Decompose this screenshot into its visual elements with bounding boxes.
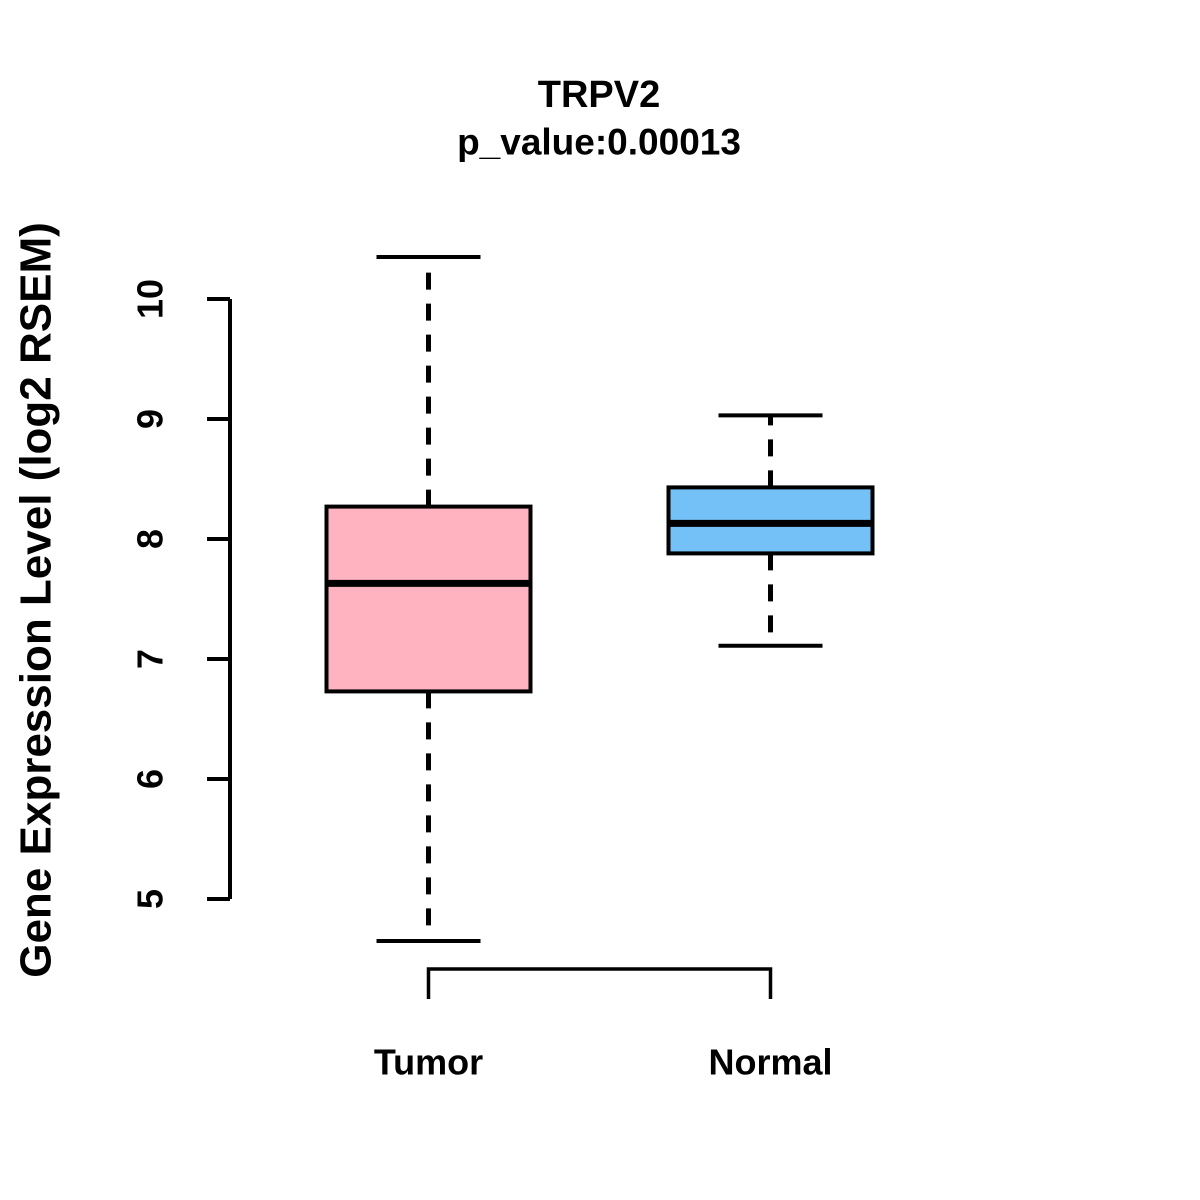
box-tumor	[324, 504, 533, 694]
chart-layer: 5 6 7 8 9 10 Tumor Normal	[130, 255, 875, 1083]
y-tick-label: 6	[130, 769, 171, 789]
chart-subtitle: p_value:0.00013	[457, 122, 741, 163]
y-tick-label: 7	[130, 649, 171, 669]
x-axis-bracket	[426, 967, 773, 999]
y-axis-label: Gene Expression Level (log2 RSEM)	[12, 222, 61, 978]
chart-title: TRPV2	[538, 74, 660, 116]
y-tick-label: 9	[130, 409, 171, 429]
y-tick-label: 8	[130, 529, 171, 549]
y-tick-label: 10	[130, 279, 171, 319]
category-label-tumor: Tumor	[374, 1042, 483, 1083]
y-tick-label: 5	[130, 889, 171, 909]
category-label-normal: Normal	[708, 1042, 832, 1083]
